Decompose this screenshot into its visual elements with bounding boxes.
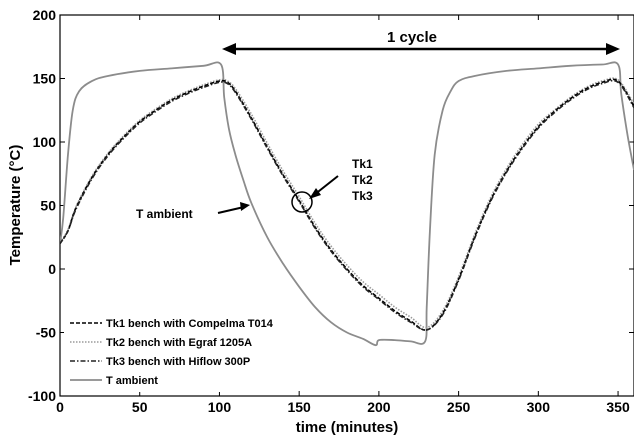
legend-label-tk1: Tk1 bench with Compelma T014 xyxy=(106,318,274,330)
legend-label-tk2: Tk2 bench with Egraf 1205A xyxy=(106,337,252,349)
tk-highlight-circle xyxy=(291,191,313,213)
series-layer xyxy=(60,61,634,347)
cycle-label: 1 cycle xyxy=(387,29,437,46)
y-tick-label: 150 xyxy=(33,71,57,87)
legend: Tk1 bench with Compelma T014 Tk2 bench w… xyxy=(64,312,278,392)
y-axis-title: Temperature (°C) xyxy=(7,145,24,266)
x-tick-label: 150 xyxy=(287,399,311,415)
x-tick-label: 350 xyxy=(606,399,630,415)
y-tick-label: 0 xyxy=(48,261,56,277)
axis-ticks: 0 50 100 150 200 250 300 350 -100 -50 0 50 100 150 200 xyxy=(28,7,634,415)
legend-label-tk3: Tk3 bench with Hiflow 300P xyxy=(106,356,250,368)
tk3-label: Tk3 xyxy=(352,189,373,203)
series-line-1 xyxy=(60,77,634,329)
cycle-arrow xyxy=(222,43,620,55)
x-tick-label: 100 xyxy=(208,399,232,415)
series-line-2 xyxy=(60,79,634,331)
x-tick-label: 0 xyxy=(56,399,64,415)
x-tick-label: 200 xyxy=(367,399,391,415)
y-tick-label: 200 xyxy=(33,7,57,23)
ambient-arrow xyxy=(217,202,250,214)
tk1-label: Tk1 xyxy=(352,157,373,171)
ambient-label: T ambient xyxy=(136,207,193,221)
legend-box xyxy=(64,312,278,392)
x-axis-title: time (minutes) xyxy=(296,419,399,436)
x-tick-label: 300 xyxy=(527,399,551,415)
series-line-0 xyxy=(60,78,634,331)
series-line-3 xyxy=(60,61,634,347)
x-tick-label: 250 xyxy=(447,399,471,415)
tk2-label: Tk2 xyxy=(352,173,373,187)
y-tick-label: -100 xyxy=(28,388,56,404)
y-tick-label: -50 xyxy=(36,325,56,341)
y-tick-label: 100 xyxy=(33,134,57,150)
x-tick-label: 50 xyxy=(132,399,148,415)
tk-arrow xyxy=(309,175,339,199)
legend-label-ambient: T ambient xyxy=(106,375,158,387)
y-tick-label: 50 xyxy=(40,198,56,214)
